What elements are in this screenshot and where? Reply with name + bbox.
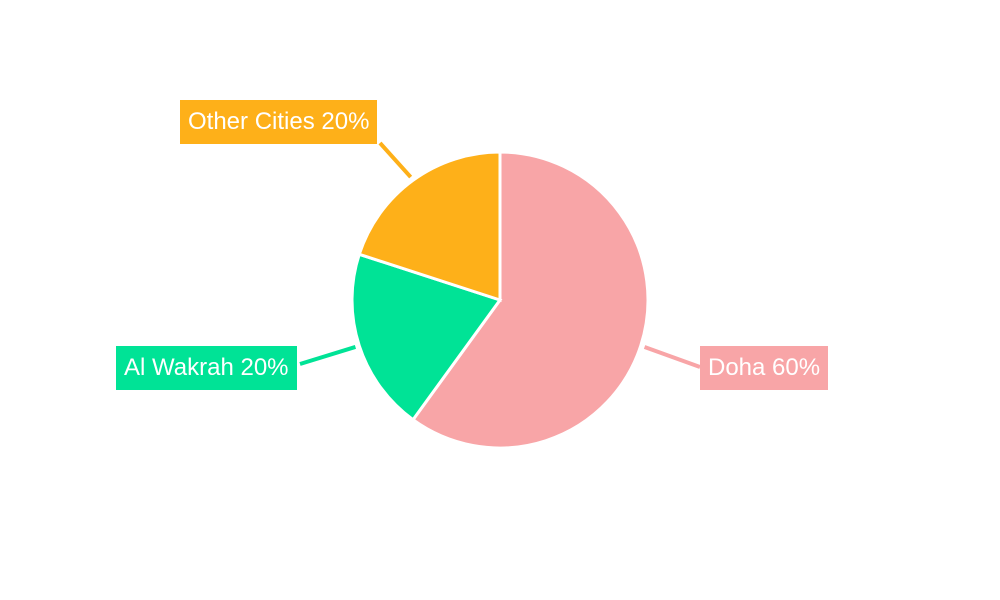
leader-line xyxy=(299,345,357,366)
slice-label-text: Al Wakrah 20% xyxy=(124,354,289,381)
slice-label-al-wakrah: Al Wakrah 20% xyxy=(116,346,297,390)
slice-label-other-cities: Other Cities 20% xyxy=(180,100,378,144)
leader-line xyxy=(643,345,701,369)
pie-slice-al-wakrah[interactable] xyxy=(350,252,503,422)
pie-slice-other-cities[interactable] xyxy=(357,150,502,303)
slice-label-text: Other Cities 20% xyxy=(188,108,370,135)
slice-label-doha: Doha 60% xyxy=(700,346,829,390)
pie-slice-doha[interactable] xyxy=(410,150,650,450)
leader-line xyxy=(378,141,413,179)
slice-label-text: Doha 60% xyxy=(708,354,821,381)
